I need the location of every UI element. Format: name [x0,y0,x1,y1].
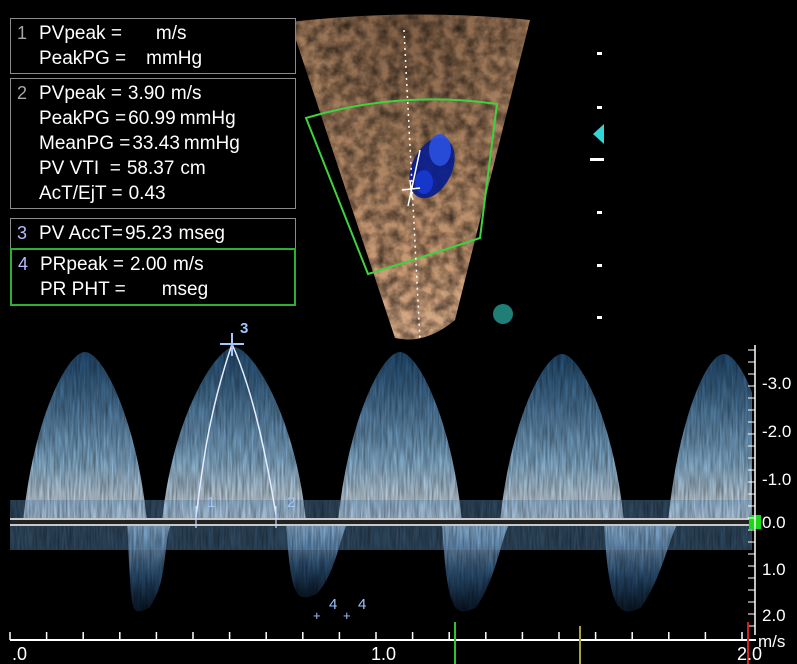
measurement-box-1[interactable]: 1 PVpeak = m/s PeakPG = mmHg [10,18,296,74]
focus-marker-icon[interactable] [593,124,604,144]
pr-marker-a: 4 [329,596,338,613]
measurement-unit: mmHg [179,108,236,129]
measurement-row: 4 PRpeak = 2.00 m/s [18,252,290,277]
measurement-row: 1 PVpeak = m/s [17,21,291,46]
measurement-unit: mmHg [146,48,203,69]
measurement-value: 60.99 [128,108,176,129]
measurement-label: AcT/EjT = [39,183,123,204]
depth-tick [597,316,602,319]
sample-volume-line [407,149,421,207]
measurement-row: AcT/EjT = 0.43 [17,181,291,206]
measurement-row: MeanPG = 33.43 mmHg [17,131,291,156]
color-roi-box[interactable] [304,98,499,276]
depth-tick [597,106,602,109]
pr-marker-plus-b: + [343,608,351,623]
time-label: 1.0 [371,644,397,664]
velocity-label: -2.0 [762,422,792,441]
measurement-row: 2 PVpeak = 3.90 m/s [17,81,291,106]
probe-orientation-dot [493,304,513,324]
measurement-box-4[interactable]: 4 PRpeak = 2.00 m/s PR PHT = mseg [10,248,296,306]
measurement-value: 3.90 [127,83,165,104]
trace-marker-end: 2 [287,494,296,511]
pr-marker-plus-a: + [313,608,321,623]
velocity-label: 0.0 [762,513,786,532]
trace-marker-start: 1 [207,494,216,511]
measurement-value: 33.43 [132,133,180,154]
measurement-value: 0.43 [128,183,166,204]
measurement-unit: mmHg [183,133,240,154]
velocity-label: 2.0 [762,606,786,625]
measurement-label: PV VTI = [39,158,121,179]
depth-tick [597,211,602,214]
velocity-label: 1.0 [762,560,786,579]
measurement-number: 4 [18,254,29,274]
measurement-box-3[interactable]: 3 PV AccT= 95.23 mseg [10,218,296,249]
measurement-number: 1 [17,23,28,43]
measurement-row: 3 PV AccT= 95.23 mseg [17,221,291,246]
measurement-unit: mseg [161,279,209,300]
time-label: .0 [12,644,28,664]
pr-marker-b: 4 [358,596,367,613]
measurement-box-2[interactable]: 2 PVpeak = 3.90 m/s PeakPG = 60.99 mmHg … [10,78,296,209]
velocity-label: -3.0 [762,374,792,393]
velocity-unit: m/s [758,632,786,651]
measurement-unit: m/s [172,254,204,275]
measurement-row: PeakPG = 60.99 mmHg [17,106,291,131]
measurement-value: 58.37 [126,158,175,179]
time-label: 2.0 [737,644,763,664]
measurement-number: 2 [17,83,28,103]
depth-tick [597,264,602,267]
measurement-label: PVpeak = [39,23,122,44]
measurement-label: MeanPG = [39,133,131,154]
trace-marker-peak: 3 [240,320,249,337]
measurement-value: 95.23 [124,223,173,244]
measurement-row: PeakPG = mmHg [17,46,291,71]
measurement-unit: m/s [170,83,202,104]
measurement-row: PR PHT = mseg [18,277,290,302]
velocity-label: -1.0 [762,470,792,489]
measurement-label: PV AccT= [39,223,123,244]
measurement-unit: cm [180,158,206,179]
measurement-number: 3 [17,223,28,243]
measurement-unit: m/s [155,23,187,44]
cursor-line[interactable] [403,29,421,341]
measurement-label: PVpeak = [39,83,122,104]
measurement-label: PeakPG = [39,108,127,129]
color-flow-jet [409,134,455,199]
measurement-label: PeakPG = [39,48,127,69]
measurement-unit: mseg [178,223,225,244]
measurement-label: PRpeak = [40,254,124,275]
measurement-row: PV VTI = 58.37 cm [17,156,291,181]
measurement-value: 2.00 [129,254,167,275]
depth-tick [597,52,602,55]
measurement-label: PR PHT = [40,279,126,300]
